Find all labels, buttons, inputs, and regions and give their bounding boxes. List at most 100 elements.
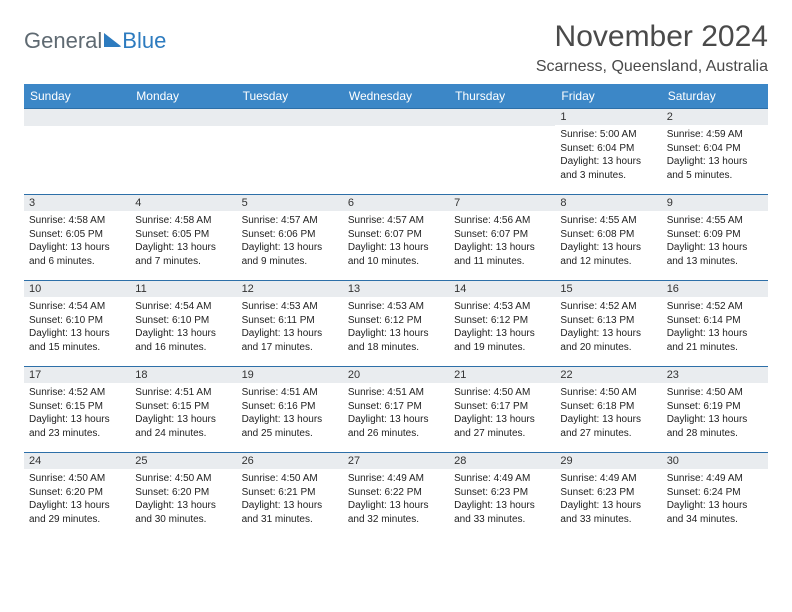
sunrise-text: Sunrise: 4:50 AM	[667, 386, 763, 400]
calendar-cell: 22Sunrise: 4:50 AMSunset: 6:18 PMDayligh…	[555, 367, 661, 453]
day-cell: 29Sunrise: 4:49 AMSunset: 6:23 PMDayligh…	[555, 453, 661, 539]
sunset-text: Sunset: 6:24 PM	[667, 486, 763, 500]
day-cell: 20Sunrise: 4:51 AMSunset: 6:17 PMDayligh…	[343, 367, 449, 452]
calendar-cell: 29Sunrise: 4:49 AMSunset: 6:23 PMDayligh…	[555, 453, 661, 539]
day-cell: 12Sunrise: 4:53 AMSunset: 6:11 PMDayligh…	[237, 281, 343, 366]
day-number: 7	[449, 195, 555, 211]
day-cell: 2Sunrise: 4:59 AMSunset: 6:04 PMDaylight…	[662, 109, 768, 194]
day-cell: 3Sunrise: 4:58 AMSunset: 6:05 PMDaylight…	[24, 195, 130, 280]
sunset-text: Sunset: 6:20 PM	[29, 486, 125, 500]
daylight-text: Daylight: 13 hours and 26 minutes.	[348, 413, 444, 440]
calendar-cell: 20Sunrise: 4:51 AMSunset: 6:17 PMDayligh…	[343, 367, 449, 453]
sunrise-text: Sunrise: 4:50 AM	[560, 386, 656, 400]
calendar-cell: 7Sunrise: 4:56 AMSunset: 6:07 PMDaylight…	[449, 195, 555, 281]
calendar-cell: 17Sunrise: 4:52 AMSunset: 6:15 PMDayligh…	[24, 367, 130, 453]
sunrise-text: Sunrise: 4:58 AM	[135, 214, 231, 228]
day-details: Sunrise: 4:53 AMSunset: 6:12 PMDaylight:…	[343, 297, 449, 358]
day-number: 6	[343, 195, 449, 211]
day-cell: 21Sunrise: 4:50 AMSunset: 6:17 PMDayligh…	[449, 367, 555, 452]
day-details: Sunrise: 4:53 AMSunset: 6:12 PMDaylight:…	[449, 297, 555, 358]
sunrise-text: Sunrise: 4:53 AM	[348, 300, 444, 314]
weekday-header: Friday	[555, 84, 661, 109]
day-number: 5	[237, 195, 343, 211]
calendar-cell: 23Sunrise: 4:50 AMSunset: 6:19 PMDayligh…	[662, 367, 768, 453]
day-number: 18	[130, 367, 236, 383]
calendar-cell: 1Sunrise: 5:00 AMSunset: 6:04 PMDaylight…	[555, 109, 661, 195]
daylight-text: Daylight: 13 hours and 16 minutes.	[135, 327, 231, 354]
day-details: Sunrise: 4:58 AMSunset: 6:05 PMDaylight:…	[130, 211, 236, 272]
calendar-cell: 15Sunrise: 4:52 AMSunset: 6:13 PMDayligh…	[555, 281, 661, 367]
day-number: 30	[662, 453, 768, 469]
daylight-text: Daylight: 13 hours and 17 minutes.	[242, 327, 338, 354]
day-number: 19	[237, 367, 343, 383]
page-header: General Blue November 2024 Scarness, Que…	[24, 20, 768, 76]
calendar-week-row: 3Sunrise: 4:58 AMSunset: 6:05 PMDaylight…	[24, 195, 768, 281]
day-cell: 8Sunrise: 4:55 AMSunset: 6:08 PMDaylight…	[555, 195, 661, 280]
calendar-cell: 25Sunrise: 4:50 AMSunset: 6:20 PMDayligh…	[130, 453, 236, 539]
sunset-text: Sunset: 6:12 PM	[454, 314, 550, 328]
calendar-cell: 12Sunrise: 4:53 AMSunset: 6:11 PMDayligh…	[237, 281, 343, 367]
calendar-cell: 28Sunrise: 4:49 AMSunset: 6:23 PMDayligh…	[449, 453, 555, 539]
day-cell: 26Sunrise: 4:50 AMSunset: 6:21 PMDayligh…	[237, 453, 343, 539]
day-number: 12	[237, 281, 343, 297]
location-subtitle: Scarness, Queensland, Australia	[536, 58, 768, 76]
logo: General Blue	[24, 28, 166, 54]
sunset-text: Sunset: 6:22 PM	[348, 486, 444, 500]
sunset-text: Sunset: 6:14 PM	[667, 314, 763, 328]
sunrise-text: Sunrise: 4:57 AM	[348, 214, 444, 228]
calendar-week-row: 10Sunrise: 4:54 AMSunset: 6:10 PMDayligh…	[24, 281, 768, 367]
daylight-text: Daylight: 13 hours and 11 minutes.	[454, 241, 550, 268]
logo-text-general: General	[24, 28, 102, 54]
day-number: 10	[24, 281, 130, 297]
sunset-text: Sunset: 6:05 PM	[29, 228, 125, 242]
sunset-text: Sunset: 6:04 PM	[560, 142, 656, 156]
day-number: 4	[130, 195, 236, 211]
daylight-text: Daylight: 13 hours and 7 minutes.	[135, 241, 231, 268]
weekday-header: Monday	[130, 84, 236, 109]
daylight-text: Daylight: 13 hours and 18 minutes.	[348, 327, 444, 354]
sunrise-text: Sunrise: 4:52 AM	[29, 386, 125, 400]
day-details: Sunrise: 4:50 AMSunset: 6:17 PMDaylight:…	[449, 383, 555, 444]
day-number: 21	[449, 367, 555, 383]
sunrise-text: Sunrise: 4:49 AM	[667, 472, 763, 486]
weekday-header: Thursday	[449, 84, 555, 109]
day-number: 29	[555, 453, 661, 469]
sunrise-text: Sunrise: 4:55 AM	[560, 214, 656, 228]
day-number: 2	[662, 109, 768, 125]
sunset-text: Sunset: 6:17 PM	[454, 400, 550, 414]
daylight-text: Daylight: 13 hours and 29 minutes.	[29, 499, 125, 526]
empty-day-number	[237, 109, 343, 126]
sunrise-text: Sunrise: 4:54 AM	[29, 300, 125, 314]
daylight-text: Daylight: 13 hours and 19 minutes.	[454, 327, 550, 354]
calendar-cell	[237, 109, 343, 195]
day-number: 8	[555, 195, 661, 211]
calendar-cell: 3Sunrise: 4:58 AMSunset: 6:05 PMDaylight…	[24, 195, 130, 281]
empty-day-number	[343, 109, 449, 126]
daylight-text: Daylight: 13 hours and 31 minutes.	[242, 499, 338, 526]
day-cell	[237, 109, 343, 194]
empty-day-number	[449, 109, 555, 126]
calendar-cell: 11Sunrise: 4:54 AMSunset: 6:10 PMDayligh…	[130, 281, 236, 367]
daylight-text: Daylight: 13 hours and 20 minutes.	[560, 327, 656, 354]
day-cell	[343, 109, 449, 194]
daylight-text: Daylight: 13 hours and 27 minutes.	[454, 413, 550, 440]
calendar-cell	[449, 109, 555, 195]
day-details: Sunrise: 4:54 AMSunset: 6:10 PMDaylight:…	[130, 297, 236, 358]
calendar-cell: 24Sunrise: 4:50 AMSunset: 6:20 PMDayligh…	[24, 453, 130, 539]
day-details: Sunrise: 4:57 AMSunset: 6:06 PMDaylight:…	[237, 211, 343, 272]
sunrise-text: Sunrise: 4:53 AM	[454, 300, 550, 314]
day-details: Sunrise: 4:57 AMSunset: 6:07 PMDaylight:…	[343, 211, 449, 272]
day-details: Sunrise: 4:49 AMSunset: 6:22 PMDaylight:…	[343, 469, 449, 530]
day-details: Sunrise: 4:50 AMSunset: 6:20 PMDaylight:…	[24, 469, 130, 530]
sunset-text: Sunset: 6:10 PM	[29, 314, 125, 328]
weekday-header: Tuesday	[237, 84, 343, 109]
day-cell: 25Sunrise: 4:50 AMSunset: 6:20 PMDayligh…	[130, 453, 236, 539]
calendar-cell: 14Sunrise: 4:53 AMSunset: 6:12 PMDayligh…	[449, 281, 555, 367]
sunset-text: Sunset: 6:16 PM	[242, 400, 338, 414]
sunset-text: Sunset: 6:23 PM	[454, 486, 550, 500]
day-details: Sunrise: 4:51 AMSunset: 6:17 PMDaylight:…	[343, 383, 449, 444]
day-number: 23	[662, 367, 768, 383]
sunset-text: Sunset: 6:06 PM	[242, 228, 338, 242]
sunset-text: Sunset: 6:17 PM	[348, 400, 444, 414]
day-details: Sunrise: 4:55 AMSunset: 6:09 PMDaylight:…	[662, 211, 768, 272]
